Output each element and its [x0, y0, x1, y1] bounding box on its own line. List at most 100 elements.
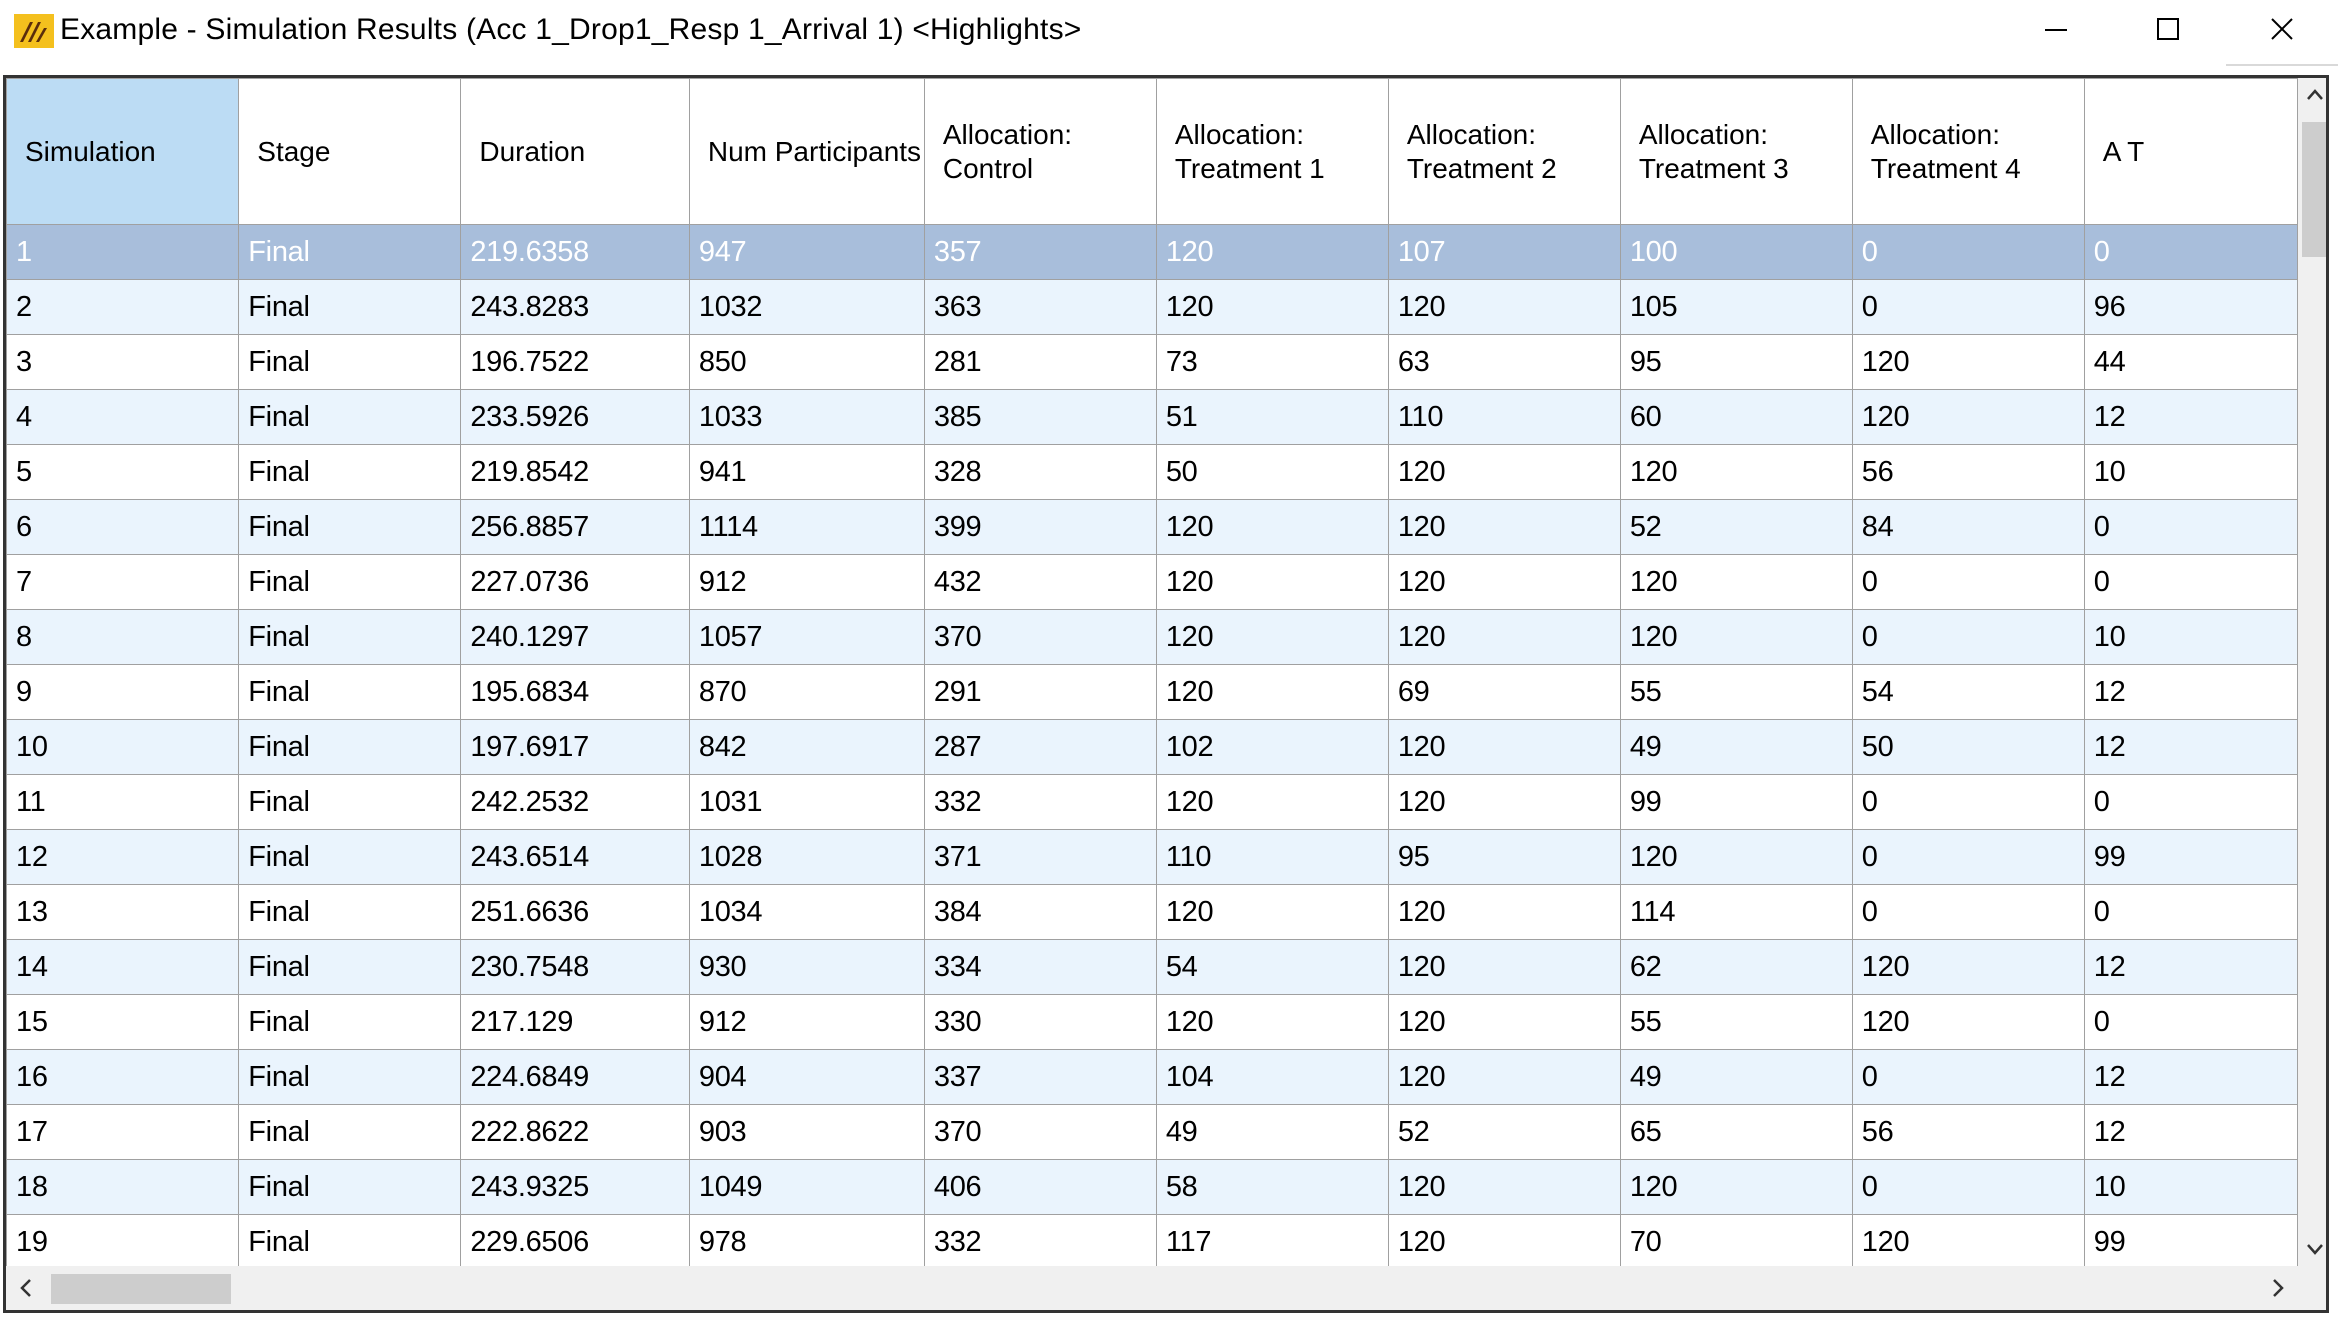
- table-cell[interactable]: 1031: [688, 774, 925, 830]
- table-cell[interactable]: Final: [238, 444, 462, 500]
- table-cell[interactable]: 1032: [688, 279, 925, 335]
- table-cell[interactable]: 44: [2083, 334, 2298, 390]
- table-cell[interactable]: 2: [6, 279, 240, 335]
- table-cell[interactable]: 51: [1155, 389, 1389, 445]
- table-cell[interactable]: 62: [1619, 939, 1853, 995]
- table-cell[interactable]: 11: [6, 774, 240, 830]
- table-cell[interactable]: 230.7548: [460, 939, 690, 995]
- table-cell[interactable]: 1057: [688, 609, 925, 665]
- table-cell[interactable]: 0: [1851, 224, 2085, 280]
- table-cell[interactable]: 13: [6, 884, 240, 940]
- table-cell[interactable]: 243.6514: [460, 829, 690, 885]
- table-cell[interactable]: 227.0736: [460, 554, 690, 610]
- table-cell[interactable]: 120: [1155, 994, 1389, 1050]
- column-header[interactable]: Num Participants: [688, 78, 925, 225]
- table-cell[interactable]: 120: [1387, 1159, 1621, 1215]
- table-cell[interactable]: 330: [923, 994, 1157, 1050]
- table-cell[interactable]: 363: [923, 279, 1157, 335]
- table-cell[interactable]: 371: [923, 829, 1157, 885]
- table-cell[interactable]: 120: [1851, 334, 2085, 390]
- table-cell[interactable]: 0: [2083, 994, 2298, 1050]
- table-cell[interactable]: 850: [688, 334, 925, 390]
- table-cell[interactable]: 385: [923, 389, 1157, 445]
- table-cell[interactable]: 99: [2083, 829, 2298, 885]
- table-cell[interactable]: 84: [1851, 499, 2085, 555]
- table-cell[interactable]: 19: [6, 1214, 240, 1266]
- table-cell[interactable]: 56: [1851, 444, 2085, 500]
- table-cell[interactable]: 60: [1619, 389, 1853, 445]
- table-cell[interactable]: 96: [2083, 279, 2298, 335]
- table-cell[interactable]: 12: [2083, 719, 2298, 775]
- vertical-scroll-thumb[interactable]: [2302, 122, 2326, 257]
- table-cell[interactable]: 10: [2083, 609, 2298, 665]
- table-cell[interactable]: 54: [1851, 664, 2085, 720]
- table-cell[interactable]: 65: [1619, 1104, 1853, 1160]
- table-row[interactable]: 13 Final 251.6636 1034 384 120 120 114 0 0: [6, 884, 2298, 940]
- table-cell[interactable]: 110: [1387, 389, 1621, 445]
- table-cell[interactable]: 95: [1387, 829, 1621, 885]
- table-row[interactable]: 8 Final 240.1297 1057 370 120 120 120 0 10: [6, 609, 2298, 665]
- table-cell[interactable]: 240.1297: [460, 609, 690, 665]
- table-cell[interactable]: 256.8857: [460, 499, 690, 555]
- minimize-button[interactable]: [2000, 0, 2112, 60]
- table-cell[interactable]: Final: [238, 1104, 462, 1160]
- table-cell[interactable]: 99: [2083, 1214, 2298, 1266]
- column-header[interactable]: Allocation: Treatment 2: [1387, 78, 1621, 225]
- column-header[interactable]: A T: [2083, 78, 2298, 225]
- table-cell[interactable]: 120: [1619, 609, 1853, 665]
- table-cell[interactable]: 912: [688, 554, 925, 610]
- table-cell[interactable]: 8: [6, 609, 240, 665]
- table-cell[interactable]: 219.6358: [460, 224, 690, 280]
- column-header[interactable]: Allocation: Control: [923, 78, 1157, 225]
- table-cell[interactable]: 7: [6, 554, 240, 610]
- table-cell[interactable]: Final: [238, 1159, 462, 1215]
- table-cell[interactable]: 12: [6, 829, 240, 885]
- table-cell[interactable]: 114: [1619, 884, 1853, 940]
- table-cell[interactable]: 222.8622: [460, 1104, 690, 1160]
- table-cell[interactable]: 0: [1851, 279, 2085, 335]
- horizontal-scrollbar[interactable]: [6, 1266, 2298, 1310]
- table-cell[interactable]: 55: [1619, 664, 1853, 720]
- table-cell[interactable]: Final: [238, 939, 462, 995]
- table-row[interactable]: 1 Final 219.6358 947 357 120 107 100 0 0: [6, 224, 2298, 280]
- table-cell[interactable]: 120: [1387, 1214, 1621, 1266]
- table-cell[interactable]: 0: [1851, 1049, 2085, 1105]
- table-cell[interactable]: 291: [923, 664, 1157, 720]
- table-cell[interactable]: 120: [1851, 389, 2085, 445]
- table-cell[interactable]: 0: [1851, 774, 2085, 830]
- table-row[interactable]: 2 Final 243.8283 1032 363 120 120 105 0 96: [6, 279, 2298, 335]
- table-cell[interactable]: 50: [1155, 444, 1389, 500]
- table-cell[interactable]: 1: [6, 224, 240, 280]
- table-cell[interactable]: 242.2532: [460, 774, 690, 830]
- table-cell[interactable]: 1033: [688, 389, 925, 445]
- table-cell[interactable]: 120: [1387, 774, 1621, 830]
- table-cell[interactable]: 99: [1619, 774, 1853, 830]
- table-cell[interactable]: Final: [238, 224, 462, 280]
- table-cell[interactable]: 947: [688, 224, 925, 280]
- table-cell[interactable]: 432: [923, 554, 1157, 610]
- table-cell[interactable]: 196.7522: [460, 334, 690, 390]
- table-cell[interactable]: 243.8283: [460, 279, 690, 335]
- table-cell[interactable]: 120: [1155, 884, 1389, 940]
- table-row[interactable]: 9 Final 195.6834 870 291 120 69 55 54 12: [6, 664, 2298, 720]
- table-cell[interactable]: 0: [1851, 554, 2085, 610]
- table-row[interactable]: 16 Final 224.6849 904 337 104 120 49 0 12: [6, 1049, 2298, 1105]
- scroll-left-icon[interactable]: [6, 1266, 46, 1310]
- table-cell[interactable]: 70: [1619, 1214, 1853, 1266]
- table-cell[interactable]: 120: [1619, 829, 1853, 885]
- table-row[interactable]: 12 Final 243.6514 1028 371 110 95 120 0 99: [6, 829, 2298, 885]
- table-cell[interactable]: Final: [238, 609, 462, 665]
- table-cell[interactable]: 0: [2083, 499, 2298, 555]
- table-cell[interactable]: 332: [923, 1214, 1157, 1266]
- table-cell[interactable]: 117: [1155, 1214, 1389, 1266]
- table-cell[interactable]: 55: [1619, 994, 1853, 1050]
- column-header[interactable]: Allocation: Treatment 1: [1155, 78, 1389, 225]
- table-cell[interactable]: 54: [1155, 939, 1389, 995]
- table-row[interactable]: 5 Final 219.8542 941 328 50 120 120 56 10: [6, 444, 2298, 500]
- table-cell[interactable]: 52: [1387, 1104, 1621, 1160]
- table-row[interactable]: 7 Final 227.0736 912 432 120 120 120 0 0: [6, 554, 2298, 610]
- table-row[interactable]: 18 Final 243.9325 1049 406 58 120 120 0 10: [6, 1159, 2298, 1215]
- table-cell[interactable]: Final: [238, 1214, 462, 1266]
- table-cell[interactable]: 406: [923, 1159, 1157, 1215]
- scroll-down-icon[interactable]: [2298, 1232, 2329, 1266]
